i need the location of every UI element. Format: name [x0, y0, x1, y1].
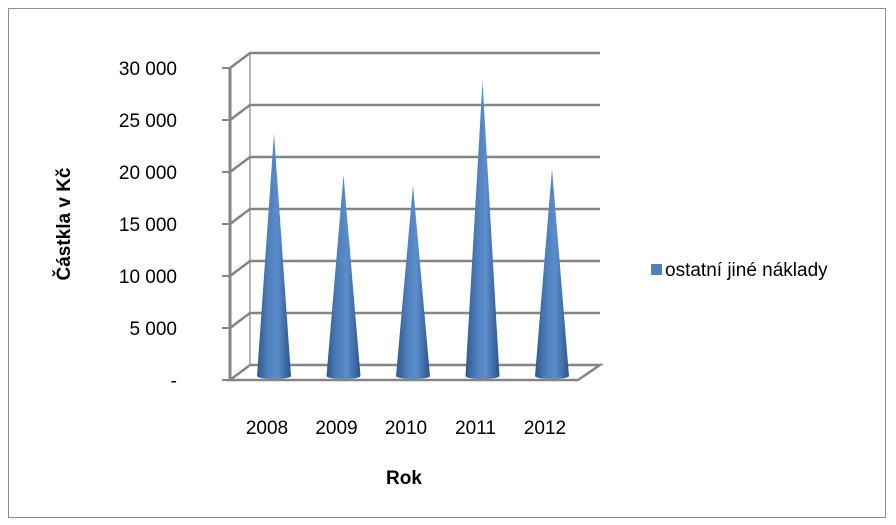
y-tick-label: 10 000 — [119, 267, 177, 288]
legend: ostatní jiné náklady — [651, 260, 828, 281]
y-tick-label: 25 000 — [119, 111, 177, 132]
y-tick-label: 15 000 — [119, 215, 177, 236]
y-tick-labels: - 5 000 10 000 15 000 20 000 25 000 30 000 — [119, 59, 230, 392]
y-tick-label: - — [171, 371, 177, 392]
x-tick-label: 2012 — [524, 418, 566, 439]
chart-frame — [8, 8, 886, 518]
y-tick-label: 5 000 — [129, 319, 177, 340]
floor — [226, 363, 605, 382]
gridline — [229, 51, 600, 69]
x-tick-label: 2008 — [246, 418, 288, 439]
x-axis-title: Rok — [386, 468, 422, 489]
legend-label: ostatní jiné náklady — [665, 260, 828, 281]
x-tick-label: 2010 — [385, 418, 427, 439]
bar-cone-2011 — [465, 81, 500, 379]
bar-cone-2009 — [326, 174, 361, 379]
x-tick-labels: 2008 2009 2010 2011 2012 — [246, 418, 566, 439]
gridline — [229, 155, 600, 173]
bar-cone-2012 — [535, 168, 569, 379]
gridline — [229, 103, 600, 121]
y-tick-label: 20 000 — [119, 163, 177, 184]
y-axis-title: Částkla v Kč — [53, 167, 75, 280]
bars — [257, 81, 569, 379]
legend-swatch — [651, 264, 662, 275]
y-tick-label: 30 000 — [119, 59, 177, 80]
bar-cone-2010 — [396, 185, 430, 379]
x-tick-label: 2011 — [455, 418, 496, 439]
bar-cone-2008 — [257, 133, 291, 379]
x-tick-label: 2009 — [315, 418, 357, 439]
